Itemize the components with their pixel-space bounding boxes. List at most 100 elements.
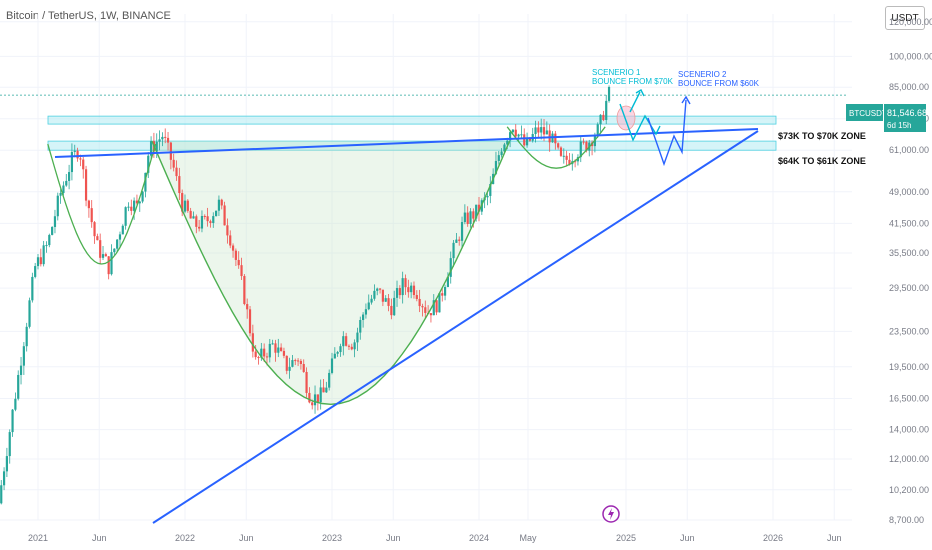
candle-body: [523, 134, 526, 146]
y-tick-label: 61,000.00: [889, 145, 929, 155]
candle-body: [449, 258, 452, 277]
candle-body: [568, 159, 571, 165]
candle-body: [51, 226, 54, 235]
candle-body: [87, 200, 90, 209]
candle-body: [240, 265, 243, 277]
candle-body: [376, 288, 379, 291]
candle-body: [226, 225, 229, 236]
candle-body: [404, 278, 407, 288]
candle-body: [144, 172, 147, 192]
candle-body: [53, 216, 57, 227]
candle-body: [251, 333, 254, 352]
candle-body: [217, 199, 221, 211]
candle-body: [138, 201, 141, 204]
candle-body: [36, 257, 40, 267]
scenario2-line1: SCENERIO 2: [678, 70, 727, 79]
candle-body: [582, 141, 585, 143]
candle-body: [5, 456, 9, 472]
handle-cup-curve: [506, 126, 606, 169]
candle-body: [31, 276, 34, 301]
x-tick-label: Jun: [827, 533, 842, 543]
candle-body: [223, 205, 226, 226]
candle-body: [390, 305, 393, 316]
candle-body: [500, 151, 503, 156]
candle-body: [446, 276, 450, 287]
candle-body: [599, 114, 602, 125]
candle-body: [186, 200, 189, 211]
candle-body: [2, 471, 6, 486]
candle-body: [70, 151, 74, 173]
y-tick-label: 41,500.00: [889, 218, 929, 228]
candle-body: [42, 245, 45, 265]
candle-body: [14, 398, 17, 410]
candle-body: [418, 298, 421, 307]
scenario2-line2: BOUNCE FROM $60K: [678, 79, 760, 88]
candle-body: [395, 288, 399, 298]
scenario2-path: [647, 99, 687, 167]
candle-body: [508, 132, 512, 141]
candle-body: [101, 254, 105, 258]
candle-body: [458, 239, 461, 241]
candle-body: [200, 215, 204, 229]
candle-body: [116, 239, 119, 249]
candle-body: [147, 155, 150, 173]
candle-body: [336, 352, 339, 354]
y-tick-label: 49,000.00: [889, 187, 929, 197]
candle-body: [475, 204, 478, 219]
overlays: [0, 89, 846, 524]
candle-body: [463, 212, 466, 223]
candle-body: [11, 409, 14, 433]
candle-body: [364, 309, 368, 315]
candle-body: [22, 346, 25, 366]
currency-selector[interactable]: USDT: [885, 6, 925, 30]
candle-body: [178, 176, 181, 194]
candle-body: [574, 161, 577, 163]
candle-body: [48, 234, 51, 246]
candle-body: [438, 293, 441, 313]
candle-body: [237, 259, 240, 266]
candle-body: [429, 313, 433, 316]
candle-body: [410, 285, 413, 293]
candle-body: [79, 158, 82, 160]
candle-body: [311, 402, 314, 406]
candle-body: [356, 332, 359, 343]
candle-body: [605, 100, 608, 121]
candle-body: [96, 236, 99, 241]
candle-body: [330, 358, 334, 373]
candle-body: [243, 276, 246, 305]
candle-body: [231, 245, 235, 251]
candle-body: [537, 127, 540, 133]
candle-body: [472, 211, 475, 219]
candle-body: [25, 326, 28, 347]
candle-body: [367, 302, 370, 310]
candle-body: [596, 124, 599, 137]
candle-body: [415, 295, 418, 299]
candle-body: [257, 357, 260, 359]
candle-body: [452, 242, 455, 259]
candle-body: [585, 141, 588, 151]
candle-body: [520, 134, 523, 136]
candle-body: [181, 193, 184, 212]
candle-body: [562, 155, 565, 157]
candle-body: [497, 155, 500, 161]
candle-body: [65, 180, 68, 186]
candle-body: [407, 287, 410, 293]
candle-body: [393, 297, 396, 316]
candle-body: [246, 304, 249, 310]
candle-body: [347, 345, 351, 347]
candle-body: [214, 210, 218, 217]
candle-body: [274, 343, 277, 353]
y-axis: 120,000.00100,000.0085,000.0072,000.0061…: [889, 17, 932, 525]
candle-body: [494, 160, 498, 174]
lightning-icon[interactable]: [602, 505, 620, 523]
candle-body: [514, 129, 517, 137]
candle-body: [511, 129, 515, 133]
y-tick-label: 16,500.00: [889, 393, 929, 403]
zone2-label: $64K TO $61K ZONE: [778, 156, 866, 166]
candle-body: [435, 300, 438, 313]
candle-body: [248, 309, 252, 334]
candle-body: [84, 169, 88, 201]
candle-body: [166, 137, 170, 143]
candle-body: [127, 206, 130, 208]
